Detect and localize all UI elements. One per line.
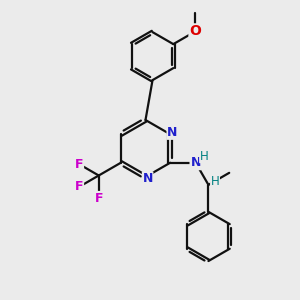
Text: N: N	[190, 156, 201, 169]
Text: H: H	[211, 175, 219, 188]
Text: N: N	[167, 126, 178, 139]
Text: F: F	[75, 158, 83, 171]
Text: F: F	[94, 191, 103, 205]
Text: F: F	[75, 180, 83, 193]
Text: H: H	[200, 150, 208, 163]
Text: O: O	[190, 24, 201, 38]
Text: N: N	[142, 172, 153, 185]
